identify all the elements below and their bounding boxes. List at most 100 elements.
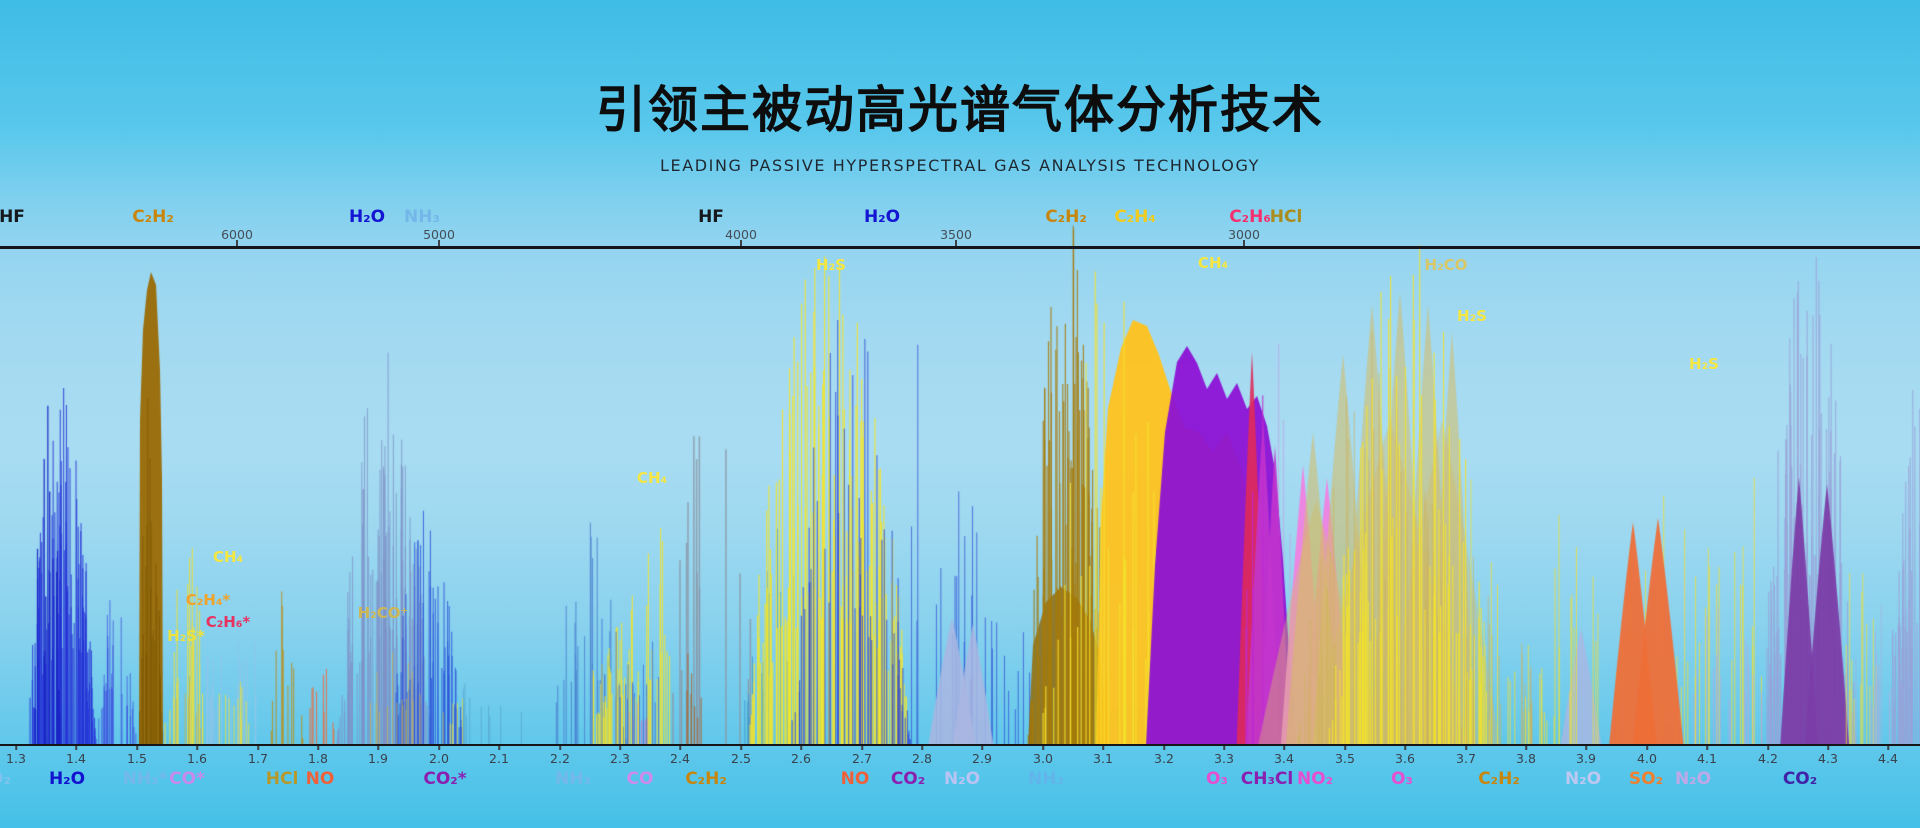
wavelength-tick-label: 4.3 [1818,751,1838,766]
peak-gas-label: H₂CO [1424,256,1468,274]
wavelength-tick-label: 2.8 [912,751,932,766]
wavenumber-tick-mark [236,240,238,246]
peak-gas-label: H₂S* [167,627,205,645]
wavelength-tick-mark [1163,746,1165,750]
gas-label: H₂O [863,207,901,227]
wavelength-tick-label: 3.8 [1516,751,1536,766]
wavenumber-tick-label: 6000 [221,227,253,242]
gas-label: CO* [169,769,205,789]
wavelength-tick-label: 3.0 [1033,751,1053,766]
peak-gas-label: H₂S [1457,307,1487,325]
peak-gas-label: C₂H₄* [185,591,231,609]
wavenumber-tick-mark [1243,240,1245,246]
gas-label: NO₂ [1296,769,1334,789]
gas-label: C₂H₆ [1229,207,1271,227]
wavelength-tick-mark [981,746,983,750]
wavelength-tick-label: 4.2 [1758,751,1778,766]
wavelength-tick-mark [1344,746,1346,750]
wavelength-tick-mark [1706,746,1708,750]
wavelength-tick-mark [1646,746,1648,750]
wavelength-tick-mark [1767,746,1769,750]
wavelength-tick-mark [861,746,863,750]
gas-label: NH₃ [555,769,591,789]
gas-label: O₃ [1391,769,1413,789]
gas-label: HF [698,207,724,227]
wavelength-tick-mark [1887,746,1889,750]
bottom-axis-line [0,744,1920,746]
wavelength-tick-mark [1042,746,1044,750]
wavelength-tick-mark [679,746,681,750]
wavelength-tick-mark [438,746,440,750]
wavelength-tick-mark [1102,746,1104,750]
wavenumber-tick-label: 3000 [1228,227,1260,242]
wavelength-tick-mark [317,746,319,750]
wavenumber-tick-mark [955,240,957,246]
gas-label: C₂H₂ [1045,207,1087,227]
wavelength-tick-mark [15,746,17,750]
top-axis-line [0,246,1920,249]
gas-label: NO [840,769,870,789]
wavelength-tick-label: 2.7 [852,751,872,766]
wavenumber-tick-mark [740,240,742,246]
gas-label: HCl [265,769,299,789]
gas-label: NH₃ [1028,769,1064,789]
wavelength-tick-label: 2.0 [429,751,449,766]
gas-label: O₂ [0,769,11,789]
gas-label: HF [0,207,25,227]
wavelength-tick-label: 4.4 [1878,751,1898,766]
wavelength-tick-label: 3.2 [1154,751,1174,766]
wavelength-tick-mark [619,746,621,750]
wavelength-tick-label: 1.7 [248,751,268,766]
wavelength-tick-label: 2.9 [972,751,992,766]
wavelength-tick-mark [1465,746,1467,750]
gas-label: N₂O [943,769,981,789]
wavelength-tick-label: 3.9 [1576,751,1596,766]
wavelength-tick-label: 3.4 [1274,751,1294,766]
gas-label: C₂H₂ [685,769,727,789]
wavelength-tick-mark [1525,746,1527,750]
gas-label: SO₂ [1628,769,1664,789]
gas-label: H₂O [48,769,86,789]
gas-label: CO₂ [1782,769,1818,789]
peak-gas-label: CH₄ [212,548,244,566]
wavelength-tick-mark [196,746,198,750]
wavelength-tick-mark [740,746,742,750]
wavenumber-tick-label: 4000 [725,227,757,242]
gas-label: O₃ [1206,769,1228,789]
wavelength-tick-label: 2.1 [489,751,509,766]
wavelength-tick-label: 1.9 [368,751,388,766]
page-title: 引领主被动高光谱气体分析技术 [596,81,1324,139]
wavelength-tick-label: 4.0 [1637,751,1657,766]
peak-gas-label: H₂CO⁺ [357,604,409,622]
wavelength-tick-label: 2.4 [670,751,690,766]
wavelength-tick-label: 2.5 [731,751,751,766]
gas-label: CO₂ [890,769,926,789]
wavelength-tick-mark [1404,746,1406,750]
gas-label: HCl [1269,207,1303,227]
wavelength-tick-label: 3.3 [1214,751,1234,766]
wavenumber-tick-label: 5000 [423,227,455,242]
gas-label: N₂O [1674,769,1712,789]
wavenumber-tick-label: 3500 [940,227,972,242]
gas-label: C₂H₄ [1114,207,1156,227]
wavelength-tick-mark [257,746,259,750]
wavelength-tick-label: 1.5 [127,751,147,766]
wavelength-tick-label: 3.7 [1456,751,1476,766]
gas-label: NO [305,769,335,789]
wavelength-tick-label: 3.5 [1335,751,1355,766]
gas-label: NH₃* [122,769,168,789]
gas-label: CO [626,769,654,789]
peak-gas-label: CH₄ [636,469,668,487]
gas-label: CH₃Cl [1240,769,1294,789]
wavelength-tick-label: 2.3 [610,751,630,766]
wavelength-tick-mark [498,746,500,750]
wavelength-tick-mark [377,746,379,750]
gas-label: C₂H₂ [132,207,174,227]
wavelength-tick-mark [1283,746,1285,750]
peak-gas-label: CH₄ [1197,254,1229,272]
wavelength-tick-mark [1827,746,1829,750]
wavelength-tick-label: 4.1 [1697,751,1717,766]
wavelength-tick-label: 1.6 [187,751,207,766]
